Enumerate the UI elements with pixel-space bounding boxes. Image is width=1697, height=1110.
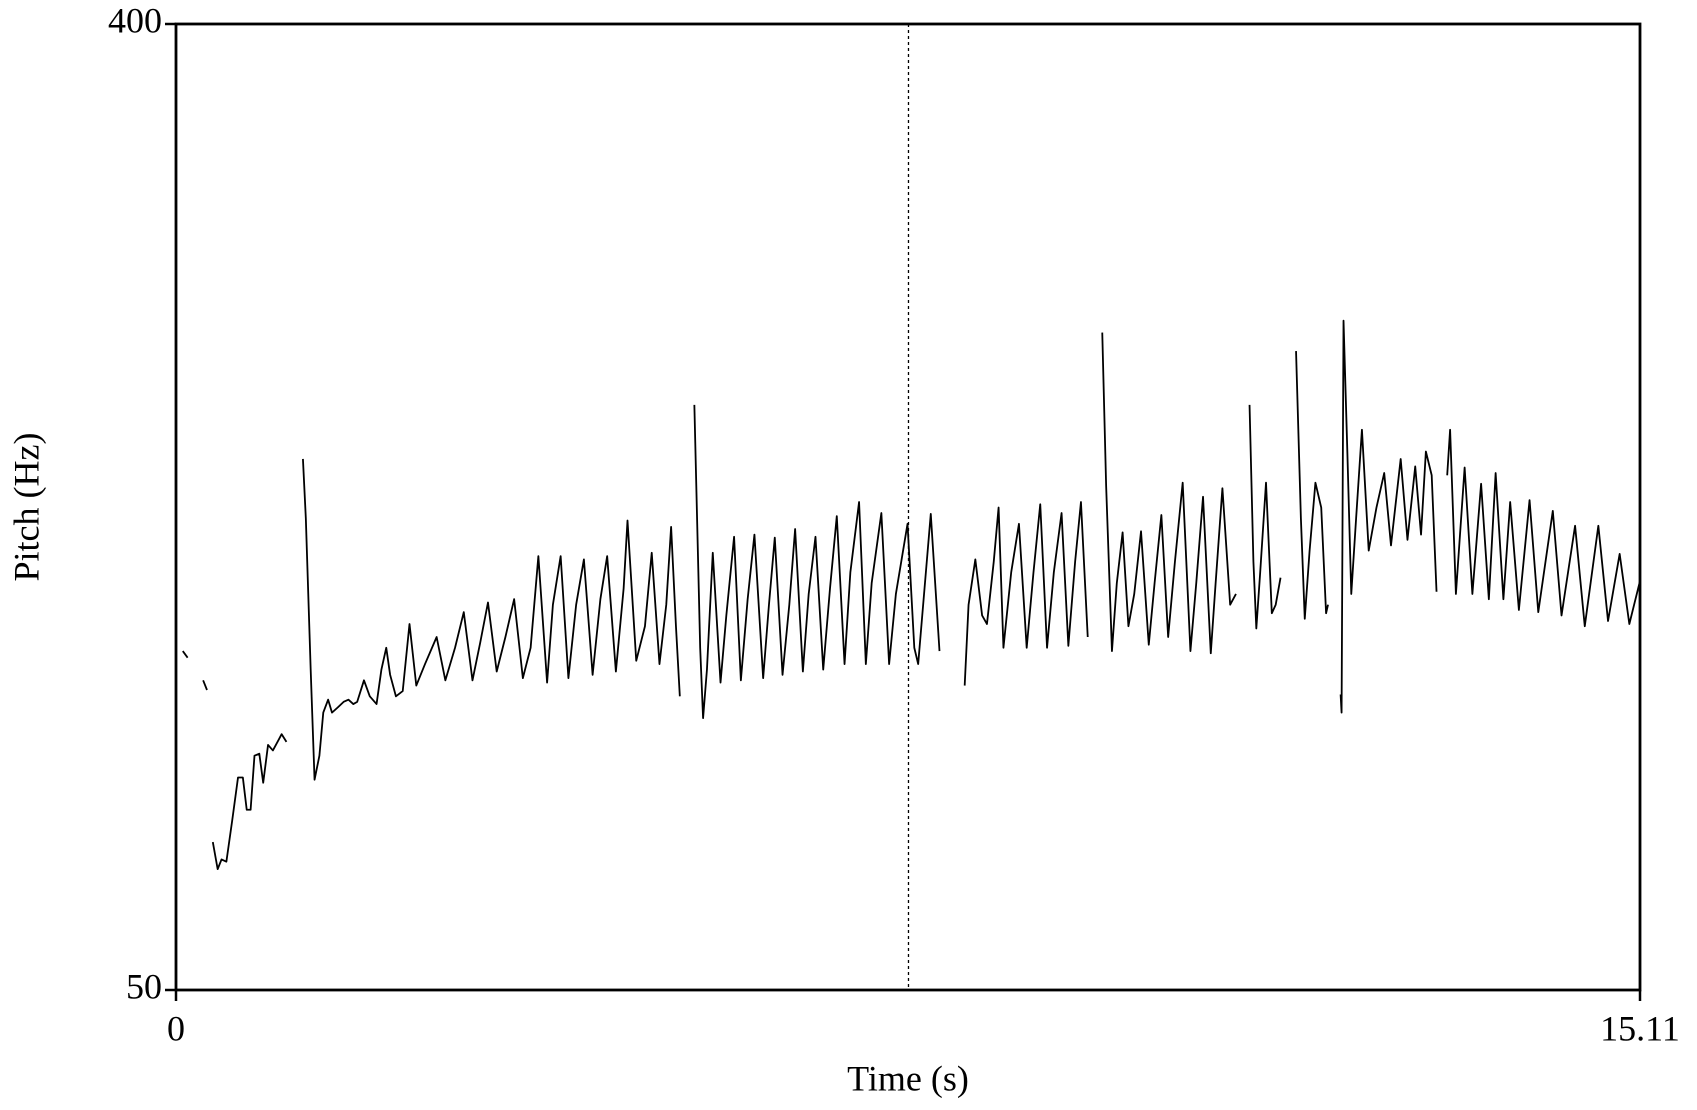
x-tick-label: 15.11 (1600, 1008, 1680, 1048)
plot-frame (174, 22, 1642, 992)
pitch-line (182, 319, 1641, 871)
x-axis-title: Time (s) (847, 1058, 969, 1098)
x-tick-label: 0 (167, 1008, 185, 1048)
y-tick-label: 50 (126, 966, 162, 1006)
y-tick-label: 400 (108, 0, 162, 40)
y-axis-title: Pitch (Hz) (6, 433, 46, 582)
